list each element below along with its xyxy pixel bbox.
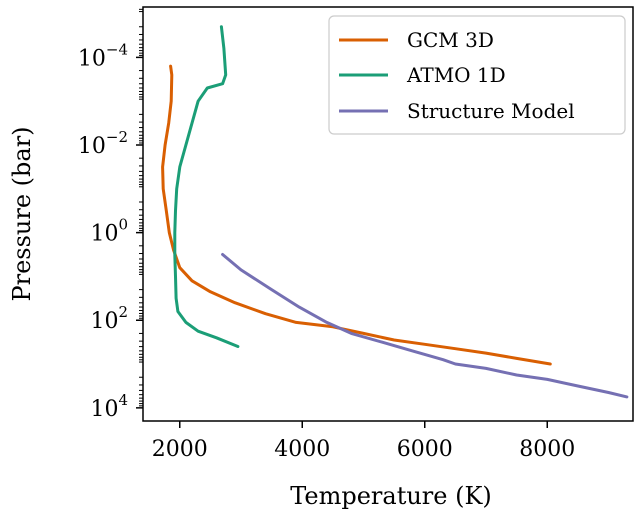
series-line-gcm-3d xyxy=(161,64,552,366)
x-tick-label: 2000 xyxy=(152,437,208,462)
y-axis-label: Pressure (bar) xyxy=(8,126,36,301)
x-axis-label: Temperature (K) xyxy=(290,482,492,510)
y-tick-label: 100 xyxy=(90,216,128,247)
y-tick-label: 10−4 xyxy=(78,40,128,71)
x-tick-label: 8000 xyxy=(519,437,575,462)
x-tick-label: 6000 xyxy=(397,437,453,462)
legend-label-structure-model: Structure Model xyxy=(407,99,575,123)
series-line-structure-model xyxy=(221,253,629,399)
x-tick-label: 4000 xyxy=(274,437,330,462)
legend-label-gcm-3d: GCM 3D xyxy=(407,28,494,52)
legend: GCM 3D ATMO 1D Structure Model xyxy=(328,15,626,135)
plot-area xyxy=(142,6,634,422)
x-axis-ticks: 2000 4000 6000 8000 xyxy=(152,421,575,462)
y-tick-label: 10−2 xyxy=(78,128,128,159)
plot-frame xyxy=(142,6,634,422)
legend-label-atmo-1d: ATMO 1D xyxy=(406,63,506,87)
y-tick-label: 104 xyxy=(90,391,128,422)
legend-box xyxy=(328,15,626,135)
y-axis-ticks: 10−4 10−2 100 102 104 xyxy=(78,8,143,422)
series-line-atmo-1d xyxy=(173,25,240,348)
series-layer xyxy=(161,25,629,399)
y-tick-label: 102 xyxy=(90,303,128,334)
